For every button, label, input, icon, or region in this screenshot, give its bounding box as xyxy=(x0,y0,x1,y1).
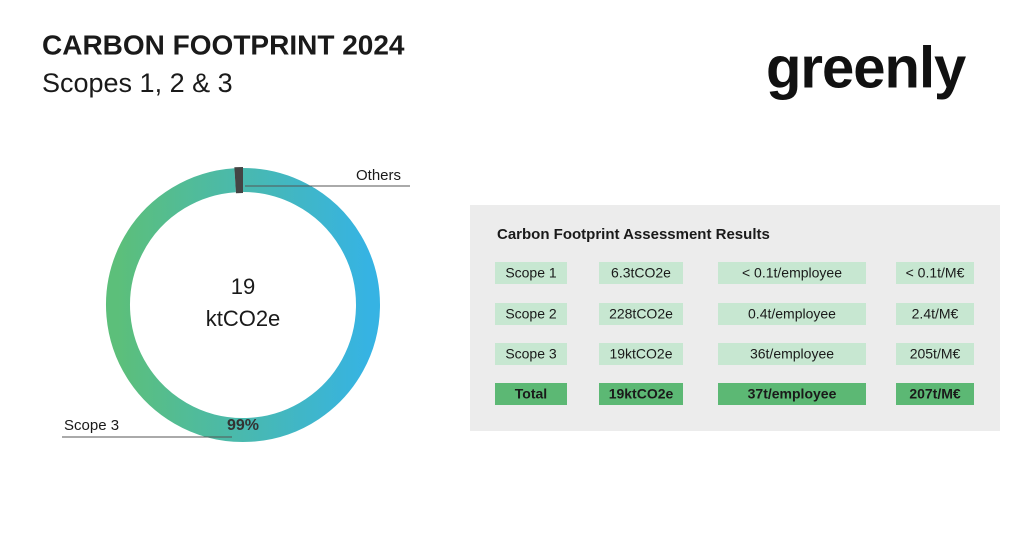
table-cell xyxy=(599,343,683,365)
table: Scope 1 6.3tCO2e < 0.1t/employee < 0.1t/M€ S… xyxy=(495,262,974,405)
table-cell xyxy=(495,303,567,325)
cell-text: Total xyxy=(515,386,547,402)
table-cell xyxy=(718,303,866,325)
cell-text: Scope 2 xyxy=(505,306,557,322)
cell-text: 205t/M€ xyxy=(910,346,961,362)
logo: greenly xyxy=(766,35,966,100)
donut-segment xyxy=(106,168,380,442)
cell-text: Scope 3 xyxy=(505,346,557,362)
table-cell xyxy=(599,383,683,405)
table-cell xyxy=(718,262,866,284)
table-cell xyxy=(495,262,567,284)
title: CARBON FOOTPRINT 2024 xyxy=(42,29,405,60)
cell-text: 228tCO2e xyxy=(609,306,673,322)
cell-text: 19ktCO2e xyxy=(609,386,674,402)
cell-text: < 0.1t/employee xyxy=(742,265,842,281)
cell-text: 37t/employee xyxy=(748,386,837,402)
cell-text: 6.3tCO2e xyxy=(611,265,671,281)
table-cell xyxy=(495,383,567,405)
cell-text: 2.4t/M€ xyxy=(912,306,959,322)
segment-label: Scope 3 xyxy=(64,417,119,434)
table-cell xyxy=(896,383,974,405)
table-cell xyxy=(896,343,974,365)
table-cell xyxy=(718,383,866,405)
cell-text: 36t/employee xyxy=(750,346,834,362)
table-title: Carbon Footprint Assessment Results xyxy=(497,226,770,243)
table-cell xyxy=(599,303,683,325)
center-value: 19 xyxy=(231,274,255,299)
subtitle: Scopes 1, 2 & 3 xyxy=(42,68,233,98)
donut-chart xyxy=(106,167,380,442)
cell-text: Scope 1 xyxy=(505,265,557,281)
table-cell xyxy=(896,303,974,325)
cell-text: 207t/M€ xyxy=(909,386,961,402)
value-label: 99% xyxy=(227,417,259,434)
table-cell xyxy=(599,262,683,284)
table-cell xyxy=(896,262,974,284)
cell-text: 0.4t/employee xyxy=(748,306,836,322)
center-unit: ktCO2e xyxy=(206,306,281,331)
cell-text: 19ktCO2e xyxy=(609,346,672,362)
cell-text: < 0.1t/M€ xyxy=(906,265,965,281)
table-cell xyxy=(495,343,567,365)
segment-label: Others xyxy=(356,167,401,184)
table-cell xyxy=(718,343,866,365)
